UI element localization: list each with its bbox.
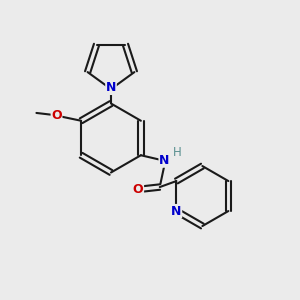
Text: N: N — [106, 81, 116, 94]
Text: N: N — [159, 154, 169, 167]
Text: H: H — [172, 146, 181, 159]
Text: N: N — [171, 205, 182, 218]
Text: O: O — [133, 183, 143, 196]
Text: O: O — [51, 109, 62, 122]
